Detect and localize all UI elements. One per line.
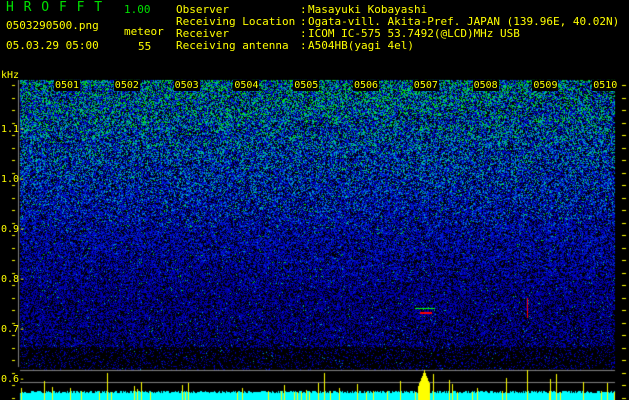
- x-tick-label: 0501: [54, 80, 81, 91]
- info-label: Receiver: [176, 27, 229, 40]
- y-tick-label: 0.9-: [1, 224, 26, 235]
- info-value-receiver: ICOM IC-575 53.7492(@LCD)MHz USB: [308, 27, 520, 40]
- datetime: 05.03.29 05:00: [6, 39, 99, 52]
- filename: 0503290500.png: [6, 19, 99, 32]
- y-tick-label: 0.7-: [1, 324, 26, 335]
- x-tick-label: 0507: [412, 80, 439, 91]
- y-tick-label: 0.8-: [1, 274, 26, 285]
- x-tick-label: 0508: [472, 80, 499, 91]
- info-colon: :: [300, 3, 307, 16]
- y-tick-label: 0.6-: [1, 374, 26, 385]
- info-colon: :: [300, 15, 307, 28]
- x-tick-label: 0503: [173, 80, 200, 91]
- info-value-location: Ogata-vill. Akita-Pref. JAPAN (139.96E, …: [308, 15, 620, 28]
- meteor-label: meteor: [124, 25, 164, 38]
- y-tick-label: 1.1-: [1, 124, 26, 135]
- y-tick-label: 1.0-: [1, 174, 26, 185]
- x-tick-label: 0502: [113, 80, 140, 91]
- version: 1.00: [124, 3, 151, 16]
- x-tick-label: 0510: [592, 80, 619, 91]
- info-label: Receiving antenna: [176, 39, 289, 52]
- info-value-observer: Masayuki Kobayashi: [308, 3, 428, 16]
- info-colon: :: [300, 27, 307, 40]
- info-value-antenna: A504HB(yagi 4el): [308, 39, 414, 52]
- info-colon: :: [300, 39, 307, 52]
- x-tick-label: 0504: [233, 80, 260, 91]
- x-tick-label: 0506: [353, 80, 380, 91]
- x-tick-label: 0505: [293, 80, 320, 91]
- info-label: Receiving Location: [176, 15, 296, 28]
- y-axis-unit: kHz: [1, 70, 20, 81]
- x-tick-label: 0509: [532, 80, 559, 91]
- meteor-count: 55: [138, 40, 152, 53]
- info-label: Observer: [176, 3, 229, 16]
- app-title: H R O F F T: [6, 0, 104, 15]
